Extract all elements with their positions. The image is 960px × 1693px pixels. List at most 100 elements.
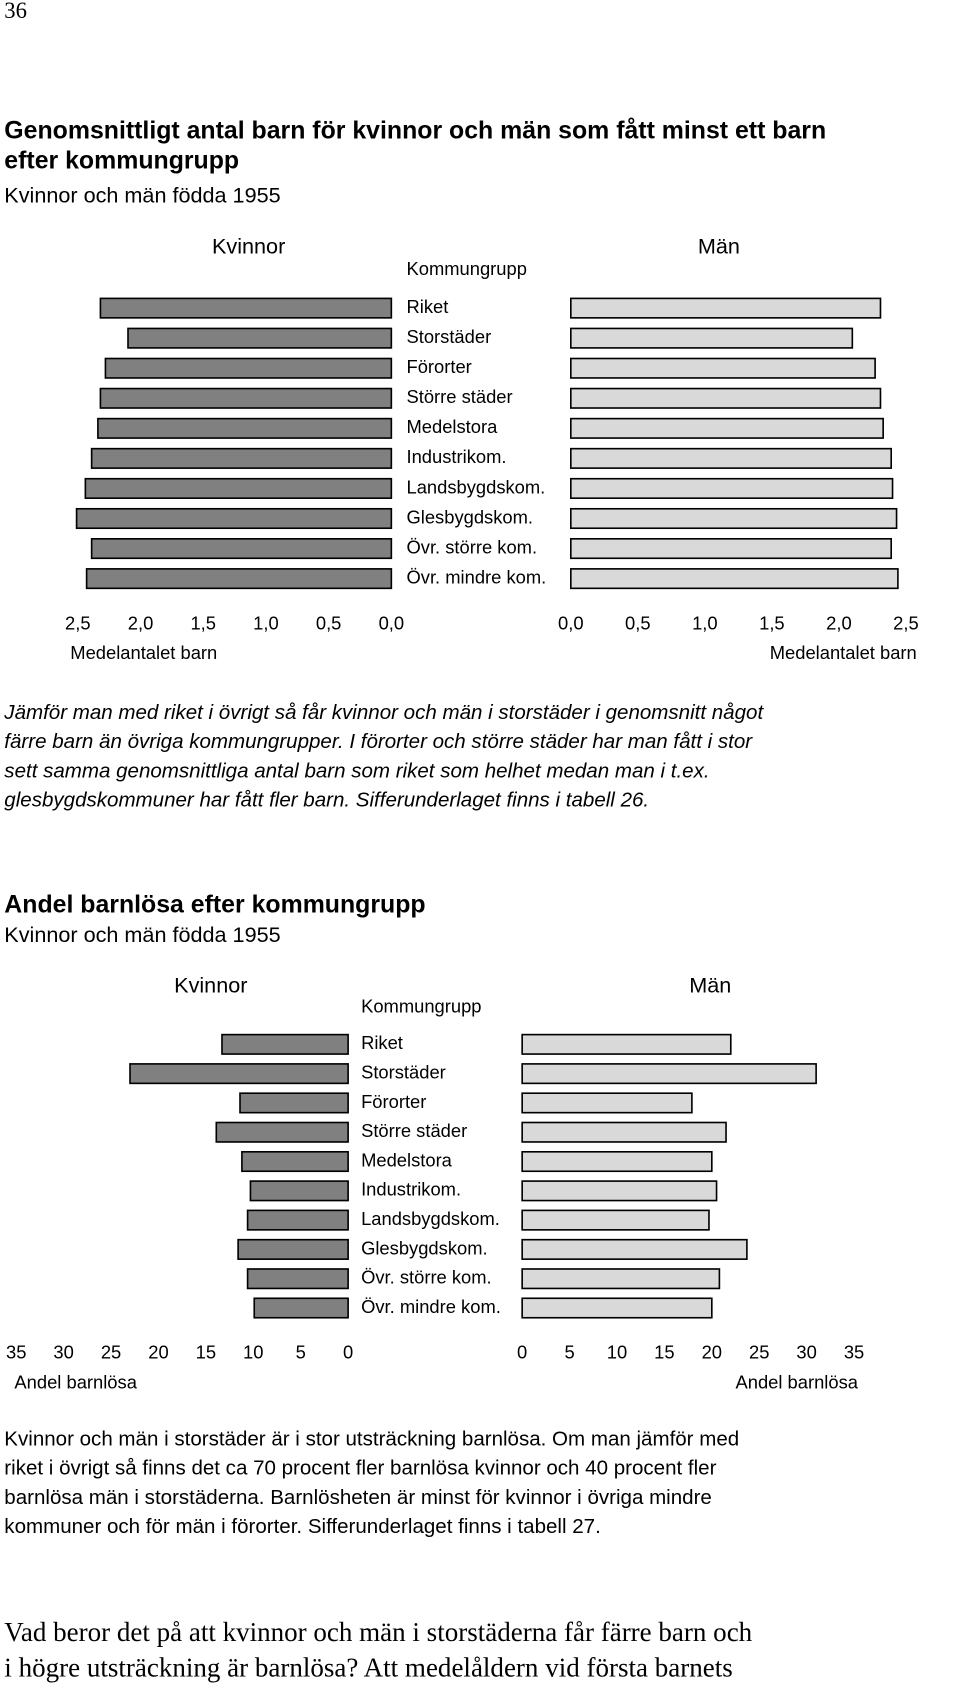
x-tick-label: 2,5 [65, 613, 91, 634]
chart-title: efter kommungrupp [4, 147, 239, 175]
category-label: Övr. större kom. [361, 1267, 492, 1288]
x-tick-label: 35 [6, 1341, 26, 1362]
bar [521, 1063, 817, 1085]
bar [99, 297, 393, 319]
x-axis-label: Medelantalet barn [70, 642, 217, 663]
x-tick-label: 1,5 [190, 613, 216, 634]
x-tick-label: 35 [844, 1341, 864, 1362]
category-label: Större städer [361, 1120, 467, 1141]
bar [570, 387, 882, 409]
series-name: Kvinnor [174, 973, 247, 998]
category-header: Kommungrupp [406, 258, 526, 279]
x-tick-label: 0 [343, 1341, 353, 1362]
chart-subtitle: Kvinnor och män födda 1955 [4, 922, 280, 947]
category-label: Glesbygdskom. [361, 1237, 488, 1258]
bar [570, 447, 893, 469]
bar [570, 538, 893, 560]
category-label: Storstäder [361, 1061, 446, 1082]
bar [249, 1180, 349, 1202]
category-header: Kommungrupp [361, 995, 481, 1016]
category-label: Landsbygdskom. [406, 476, 545, 497]
series-name: Män [698, 233, 740, 258]
category-label: Glesbygdskom. [406, 506, 533, 527]
bar [521, 1209, 710, 1231]
bar [129, 1063, 349, 1085]
category-label: Förorter [406, 356, 471, 377]
bar [246, 1209, 349, 1231]
x-tick-label: 2,0 [826, 613, 852, 634]
x-axis-label: Medelantalet barn [770, 642, 917, 663]
bar [99, 387, 393, 409]
x-tick-label: 15 [654, 1341, 674, 1362]
category-label: Övr. mindre kom. [361, 1296, 501, 1317]
bar [521, 1268, 721, 1290]
category-label: Landsbygdskom. [361, 1208, 500, 1229]
bar [521, 1150, 713, 1173]
caption-line: Kvinnor och män i storstäder är i stor u… [4, 1427, 739, 1450]
category-label: Medelstora [361, 1149, 453, 1170]
category-label: Storstäder [406, 326, 491, 347]
bar [221, 1033, 349, 1055]
bar [75, 507, 393, 530]
bar [570, 568, 899, 590]
bar [521, 1297, 713, 1319]
caption-line: Jämför man med riket i övrigt så får kvi… [3, 701, 764, 724]
bar [521, 1033, 732, 1055]
bar [239, 1092, 349, 1114]
series-name: Män [689, 973, 731, 998]
category-label: Större städer [406, 386, 512, 407]
x-tick-label: 0 [517, 1341, 527, 1362]
bar [215, 1121, 349, 1143]
bar [521, 1180, 718, 1202]
x-tick-label: 5 [296, 1341, 306, 1362]
caption-line: riket i övrigt så finns det ca 70 procen… [4, 1457, 716, 1480]
x-tick-label: 10 [243, 1341, 263, 1362]
bar [127, 327, 393, 349]
bar [570, 417, 884, 439]
bar [97, 417, 393, 439]
category-label: Övr. mindre kom. [406, 566, 546, 587]
x-tick-label: 0,5 [316, 613, 342, 634]
series-name: Kvinnor [212, 233, 285, 258]
x-tick-label: 2,0 [128, 613, 154, 634]
bar [521, 1121, 727, 1143]
bar [237, 1238, 349, 1260]
x-tick-label: 25 [749, 1341, 769, 1362]
x-tick-label: 0,0 [558, 613, 584, 634]
x-tick-label: 30 [53, 1341, 73, 1362]
bar [84, 477, 393, 499]
body-text-line: Vad beror det på att kvinnor och män i s… [4, 1617, 752, 1647]
bar [521, 1092, 693, 1114]
chart-subtitle: Kvinnor och män födda 1955 [4, 182, 280, 207]
caption-line: glesbygdskommuner har fått fler barn. Si… [4, 789, 649, 812]
category-label: Övr. större kom. [406, 536, 537, 557]
bar [570, 297, 882, 319]
x-tick-label: 20 [702, 1341, 722, 1362]
category-label: Industrikom. [361, 1179, 461, 1200]
body-text-line: i högre utsträckning är barnlösa? Att me… [4, 1652, 732, 1682]
category-label: Förorter [361, 1091, 426, 1112]
bar [246, 1268, 349, 1290]
bar [104, 357, 393, 379]
category-label: Industrikom. [406, 446, 506, 467]
chart-title: Andel barnlösa efter kommungrupp [4, 891, 425, 919]
bar [570, 507, 898, 530]
bar [90, 538, 393, 560]
x-tick-label: 1,0 [253, 613, 279, 634]
caption-line: sett samma genomsnittliga antal barn som… [4, 759, 709, 782]
chart-title: Genomsnittligt antal barn för kvinnor oc… [4, 116, 826, 144]
x-tick-label: 1,5 [759, 613, 785, 634]
x-axis-label: Andel barnlösa [14, 1372, 137, 1393]
category-label: Riket [361, 1032, 403, 1053]
x-tick-label: 25 [101, 1341, 121, 1362]
x-tick-label: 15 [196, 1341, 216, 1362]
category-label: Riket [406, 296, 448, 317]
bar [570, 477, 894, 499]
caption-line: barnlösa män i storstäderna. Barnlöshete… [4, 1486, 712, 1509]
x-tick-label: 0,5 [625, 613, 651, 634]
x-tick-label: 1,0 [692, 613, 718, 634]
x-tick-label: 10 [607, 1341, 627, 1362]
x-tick-label: 5 [564, 1341, 574, 1362]
bar [253, 1297, 349, 1319]
